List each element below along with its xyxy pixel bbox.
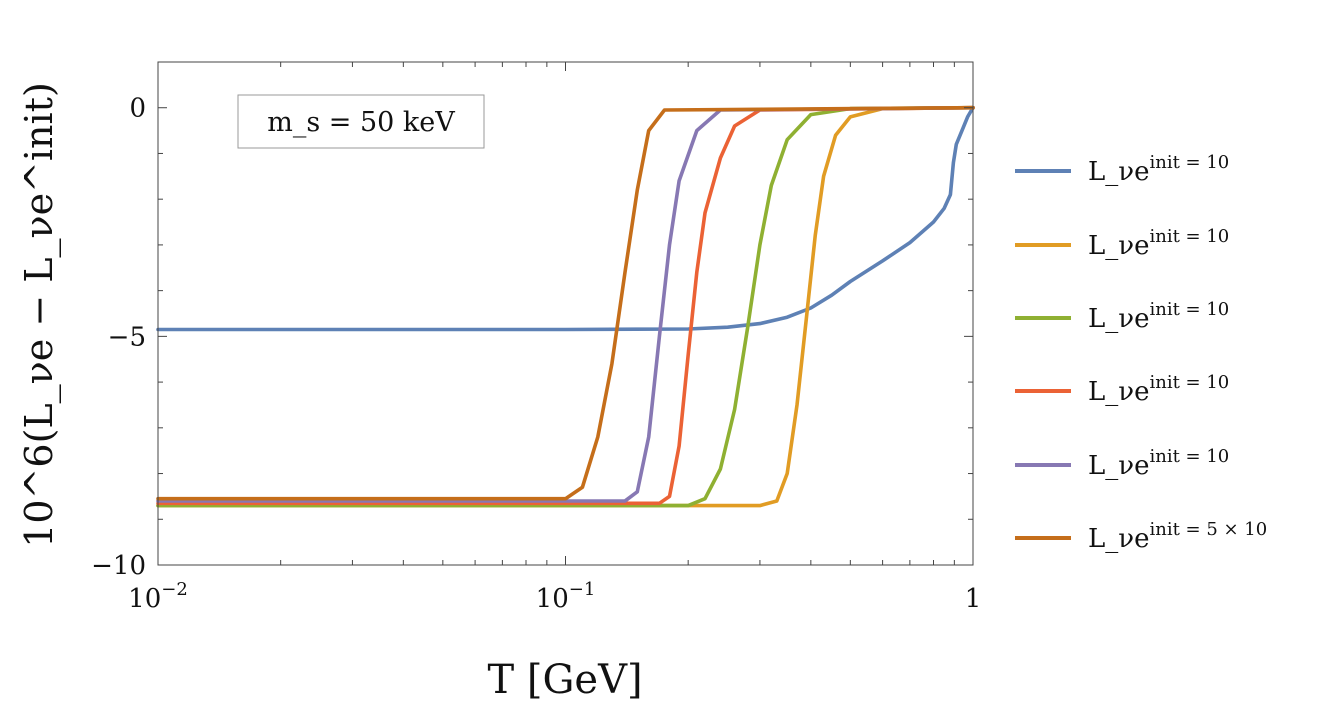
x-axis-title: T [GeV] [487, 657, 642, 703]
series-line-5 [156, 105, 975, 503]
x-tick-label: 10−2 [128, 579, 188, 614]
legend-label-1: L_νeinit = 10 [1088, 152, 1229, 187]
series-line-6 [156, 105, 975, 501]
legend-label-4: L_νeinit = 10 [1088, 372, 1229, 407]
series-line-1 [156, 105, 975, 332]
legend-label-2: L_νeinit = 10 [1088, 226, 1229, 261]
series-line-4 [156, 105, 975, 506]
y-axis-title: 10^6(L_νe − L_νe^init) [17, 82, 62, 548]
legend-label-5: L_νeinit = 10 [1088, 446, 1229, 481]
y-tick-label: −5 [108, 322, 146, 352]
legend-label-3: L_νeinit = 10 [1088, 299, 1229, 334]
annotation-box [237, 94, 485, 149]
plot-area [156, 105, 975, 508]
x-tick-label: 10−1 [536, 579, 596, 614]
axes: 10−2 10−1 1 0 −5 −10 T [GeV] 10^6(L_νe − L_νe^i… [17, 61, 982, 703]
y-tick-label: 0 [129, 94, 146, 124]
series-line-3 [156, 105, 975, 508]
y-tick-label: −10 [91, 551, 146, 581]
legend: L_νeinit = 10 L_νeinit = 10 L_νeinit = 10 L… [1015, 152, 1267, 554]
x-tick-label: 1 [965, 584, 982, 614]
annotation: m_s = 50 keV [237, 94, 485, 149]
series-line-2 [156, 105, 975, 508]
legend-label-6: L_νeinit = 5 × 10 [1088, 519, 1267, 554]
annotation-text: m_s = 50 keV [267, 107, 455, 138]
